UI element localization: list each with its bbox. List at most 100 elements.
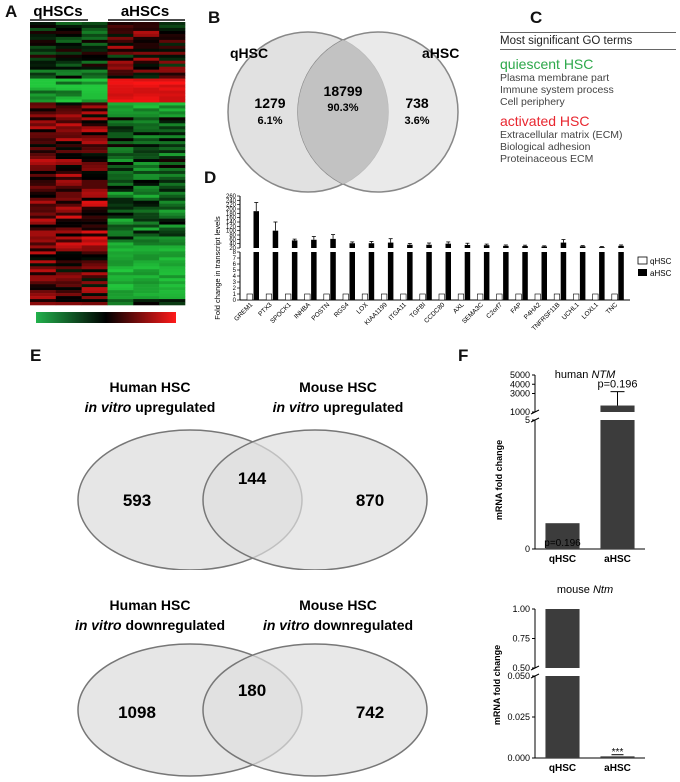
heatmap-cell (30, 24, 57, 29)
heatmap-cell (55, 141, 82, 145)
heatmap-cell (159, 275, 186, 279)
heatmap-cell (81, 287, 108, 291)
heatmap-cell (81, 239, 108, 243)
heatmap-cell (107, 173, 134, 178)
go-group-activated-name: activated HSC (500, 113, 590, 129)
heatmap-cell (133, 96, 160, 100)
chart-d-ytick-label: 100 (226, 229, 237, 235)
heatmap-cell (133, 93, 160, 97)
heatmap-cell (81, 108, 108, 112)
heatmap-cell (30, 159, 57, 163)
heatmap-cell (81, 167, 108, 172)
heatmap-cell (133, 36, 160, 41)
heatmap-cell (81, 36, 108, 41)
heatmap-cell (55, 27, 82, 32)
heatmap-cell (107, 278, 134, 282)
heatmap-cell (81, 117, 108, 121)
heatmap-cell (55, 156, 82, 160)
heatmap-cell (81, 266, 108, 270)
heatmap-cell (55, 111, 82, 115)
heatmap-cell (107, 123, 134, 127)
heatmap-cell (55, 69, 82, 73)
ytick-label: 5000 (510, 370, 530, 380)
heatmap-cell (81, 30, 108, 35)
heatmap-cell (107, 105, 134, 109)
heatmap-cell (30, 272, 57, 276)
heatmap-cell (81, 209, 108, 213)
heatmap-cell (55, 212, 82, 216)
heatmap-cell (159, 197, 186, 202)
heatmap-cell (107, 167, 134, 172)
heatmap-cell (107, 233, 134, 237)
chart-d-ytick-label: 6 (233, 262, 237, 268)
panel-label-d: D (204, 168, 217, 187)
heatmap-cell (133, 239, 160, 243)
venn-up-left-count: 593 (123, 491, 151, 510)
heatmap-cell (133, 66, 160, 70)
heatmap-cell (159, 30, 186, 35)
heatmap-cell (159, 69, 186, 73)
heatmap-cell (55, 227, 82, 231)
bar-ahsc-lower (503, 252, 509, 300)
heatmap-cell (55, 51, 82, 56)
venn-b-right-pct: 3.6% (404, 115, 429, 127)
heatmap-cell (81, 126, 108, 130)
heatmap-cell (133, 24, 160, 29)
ytick-label: 4000 (510, 379, 530, 389)
heatmap-cell (133, 39, 160, 44)
heatmap-cell (55, 254, 82, 258)
chart-d-xtick-label: ITGA11 (388, 301, 409, 322)
heatmap-cell (133, 75, 160, 79)
heatmap-cell (30, 111, 57, 115)
heatmap-cell (81, 72, 108, 76)
heatmap-cell (55, 191, 82, 196)
bar-qhsc (323, 293, 330, 301)
heatmap-cell (107, 150, 134, 154)
heatmap-cell (133, 179, 160, 184)
heatmap-cell (55, 105, 82, 109)
venn-down-mid-count: 180 (238, 681, 266, 700)
chart-d-ytick-label: 220 (226, 203, 237, 209)
heatmap-cell (133, 185, 160, 190)
heatmap-cell (30, 260, 57, 264)
heatmap-cell (30, 182, 57, 187)
heatmap-cell (81, 221, 108, 225)
heatmap-grid (30, 22, 186, 306)
bar-ahsc-upper (560, 242, 567, 248)
legend-label-ahsc: aHSC (650, 269, 672, 278)
heatmap-cell (133, 141, 160, 145)
bar-ahsc-upper (311, 239, 317, 248)
heatmap-cell (107, 78, 134, 82)
heatmap-cell (107, 257, 134, 261)
heatmap-cell (55, 126, 82, 130)
heatmap-cell (133, 90, 160, 94)
heatmap-cell (30, 150, 57, 154)
heatmap-cell (159, 123, 186, 127)
heatmap-cell (107, 224, 134, 228)
heatmap-cell (81, 138, 108, 142)
heatmap-cell (55, 197, 82, 202)
heatmap-cell (133, 218, 160, 222)
heatmap-cell (159, 221, 186, 225)
heatmap-cell (159, 260, 186, 264)
heatmap-cell (159, 185, 186, 190)
heatmap-cell (107, 263, 134, 267)
heatmap-cell (55, 269, 82, 273)
heatmap-cell (55, 123, 82, 127)
heatmap-cell (133, 236, 160, 240)
heatmap-cell (30, 156, 57, 160)
ytick-label: 0.50 (512, 663, 530, 673)
heatmap-cell (55, 188, 82, 193)
heatmap-cell (159, 263, 186, 267)
heatmap-cell (107, 254, 134, 258)
bar-ahsc-upper (272, 230, 279, 248)
heatmap-cell (30, 269, 57, 273)
heatmap-cell (55, 260, 82, 264)
heatmap-cell (30, 108, 57, 112)
heatmap-cell (159, 176, 186, 181)
heatmap-cell (30, 263, 57, 267)
heatmap-cell (30, 197, 57, 202)
heatmap-cell (107, 51, 134, 56)
heatmap-cell (159, 72, 186, 76)
